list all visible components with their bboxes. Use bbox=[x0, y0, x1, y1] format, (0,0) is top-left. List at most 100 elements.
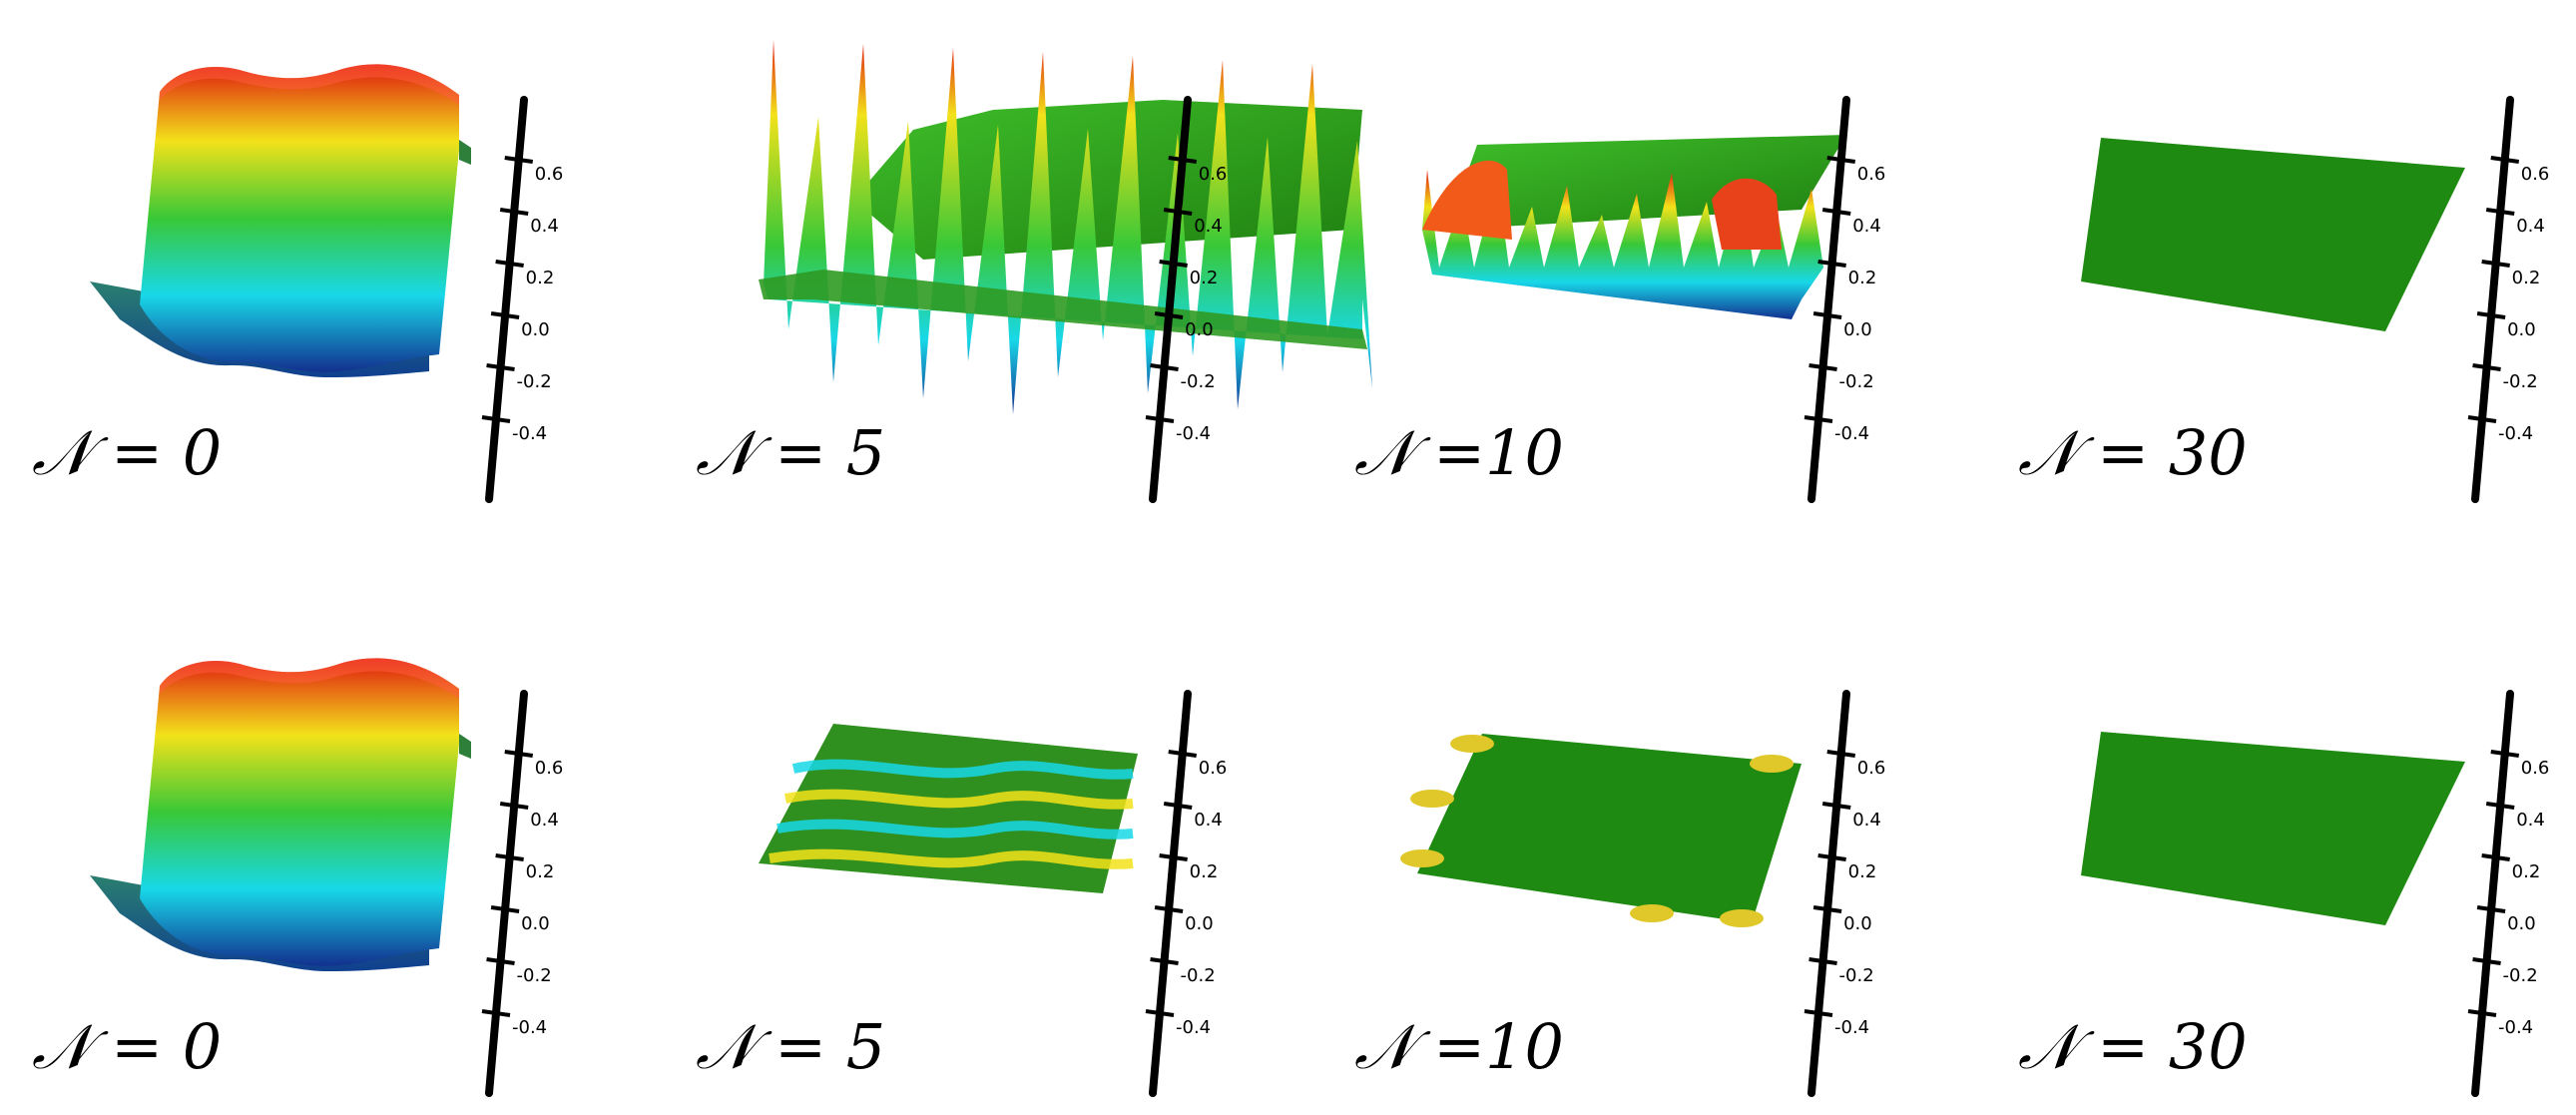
axis-tick bbox=[2472, 957, 2501, 965]
flat-plane bbox=[2081, 732, 2465, 925]
axis-tick bbox=[490, 311, 520, 319]
axis-tick-label: 0.6 bbox=[535, 164, 564, 185]
surface-plot bbox=[90, 64, 471, 377]
axis-tick-label: 0.2 bbox=[2512, 861, 2541, 882]
axis-tick bbox=[1812, 311, 1842, 319]
axis-tick-label: 0.4 bbox=[2516, 216, 2545, 237]
axis-tick-label: 0.6 bbox=[1199, 758, 1228, 779]
panel-r2-c2: 0.6 0.4 0.2 0.0 -0.2 -0.4 𝒩 = 5 bbox=[696, 690, 1228, 1097]
axis-tick-label: 0.0 bbox=[1843, 319, 1872, 340]
iteration-label: 𝒩 = 0 bbox=[32, 416, 222, 489]
axis-tick bbox=[495, 853, 524, 861]
edge-bump bbox=[1750, 755, 1794, 773]
back-wall bbox=[853, 100, 1362, 260]
axis-tick-label: -0.2 bbox=[2503, 371, 2538, 392]
axis-tick bbox=[1826, 750, 1856, 758]
panel-r2-c3: 0.6 0.4 0.2 0.0 -0.2 -0.4 𝒩 =10 bbox=[1354, 690, 1886, 1097]
axis-tick-label: -0.2 bbox=[517, 965, 552, 986]
axis-tick bbox=[486, 363, 515, 371]
axis-tick bbox=[504, 156, 534, 164]
flat-plane-bumpy bbox=[1417, 734, 1802, 923]
edge-bump bbox=[1720, 909, 1764, 927]
panel-r2-c4: 0.6 0.4 0.2 0.0 -0.2 -0.4 𝒩 = 30 bbox=[2018, 690, 2550, 1097]
colorbar-axis: 0.6 0.4 0.2 0.0 -0.2 -0.4 bbox=[2467, 96, 2550, 503]
axis-tick bbox=[1163, 208, 1193, 216]
axis-tick-label: -0.2 bbox=[2503, 965, 2538, 986]
axis-tick-label: 0.6 bbox=[1857, 758, 1886, 779]
axis-tick bbox=[481, 1009, 511, 1017]
axis-tick-label: -0.2 bbox=[1181, 965, 1216, 986]
axis-tick bbox=[2490, 750, 2520, 758]
axis-tick-label: 0.4 bbox=[530, 810, 559, 831]
axis-tick bbox=[1817, 853, 1846, 861]
axis-tick bbox=[504, 750, 534, 758]
axis-tick-label: 0.0 bbox=[2507, 913, 2536, 934]
axis-tick bbox=[1159, 853, 1188, 861]
axis-tick bbox=[2476, 905, 2506, 913]
axis-tick bbox=[1168, 750, 1198, 758]
axis-tick-label: -0.4 bbox=[512, 423, 547, 444]
axis-tick-label: 0.4 bbox=[2516, 810, 2545, 831]
wave-stripe bbox=[791, 759, 1134, 780]
axis-tick bbox=[1168, 156, 1198, 164]
axis-tick-label: 0.2 bbox=[2512, 268, 2541, 288]
wavy-sheet bbox=[759, 724, 1138, 893]
axis-tick-label: 0.6 bbox=[2521, 758, 2550, 779]
slab-top-highlight bbox=[160, 658, 459, 699]
surface-plot bbox=[1400, 734, 1802, 927]
axis-tick bbox=[2472, 363, 2501, 371]
axis-tick-label: 0.6 bbox=[1857, 164, 1886, 185]
surface-plot bbox=[2081, 138, 2465, 331]
ridge-peak-right bbox=[1712, 178, 1782, 250]
flat-plane bbox=[2081, 138, 2465, 331]
iteration-label: 𝒩 = 30 bbox=[2018, 1010, 2248, 1083]
axis-tick-label: -0.4 bbox=[1834, 423, 1869, 444]
axis-tick-label: 0.0 bbox=[1185, 913, 1214, 934]
axis-tick bbox=[2481, 853, 2510, 861]
axis-tick-label: 0.2 bbox=[526, 861, 555, 882]
surface-plot bbox=[2081, 732, 2465, 925]
axis-tick bbox=[490, 905, 520, 913]
axis-tick bbox=[1817, 260, 1846, 268]
colorbar-axis: 0.6 0.4 0.2 0.0 -0.2 -0.4 bbox=[2467, 690, 2550, 1097]
iteration-label: 𝒩 =10 bbox=[1354, 416, 1564, 489]
axis-tick bbox=[1821, 208, 1851, 216]
ridged-surface bbox=[1422, 170, 1823, 319]
axis-tick bbox=[1150, 363, 1179, 371]
axis-tick bbox=[2481, 260, 2510, 268]
colorbar-axis: 0.6 0.4 0.2 0.0 -0.2 -0.4 bbox=[1145, 96, 1228, 503]
axis-tick-label: 0.6 bbox=[535, 758, 564, 779]
panel-r1-c2: 0.6 0.4 0.2 0.0 -0.2 -0.4 𝒩 = 5 bbox=[696, 40, 1372, 503]
axis-tick-label: 0.6 bbox=[1199, 164, 1228, 185]
front-band bbox=[759, 270, 1367, 349]
edge-bump bbox=[1400, 849, 1444, 867]
surface-plot bbox=[90, 658, 471, 971]
axis-tick bbox=[1826, 156, 1856, 164]
axis-tick bbox=[2467, 415, 2497, 423]
slab-side-face bbox=[140, 658, 459, 966]
iteration-label: 𝒩 = 0 bbox=[32, 1010, 222, 1083]
axis-tick-label: 0.6 bbox=[2521, 164, 2550, 185]
panel-r2-c1: 0.6 0.4 0.2 0.0 -0.2 -0.4 𝒩 = 0 bbox=[32, 658, 564, 1097]
axis-tick bbox=[2476, 311, 2506, 319]
wave-stripe bbox=[776, 819, 1134, 839]
axis-tick bbox=[1803, 415, 1833, 423]
axis-tick bbox=[1808, 957, 1837, 965]
edge-bump bbox=[1410, 790, 1454, 808]
ridge-peak-left bbox=[1422, 160, 1512, 240]
axis-tick-label: 0.4 bbox=[1852, 810, 1881, 831]
axis-tick-label: 0.2 bbox=[1190, 268, 1219, 288]
colorbar-axis: 0.6 0.4 0.2 0.0 -0.2 -0.4 bbox=[481, 96, 564, 503]
iteration-label: 𝒩 =10 bbox=[1354, 1010, 1564, 1083]
slab-back-edge bbox=[459, 140, 471, 165]
axis-tick-label: -0.4 bbox=[1834, 1017, 1869, 1038]
iteration-label: 𝒩 = 30 bbox=[2018, 416, 2248, 489]
axis-tick bbox=[2467, 1009, 2497, 1017]
surface-plot bbox=[1422, 135, 1846, 319]
wave-stripe bbox=[784, 789, 1134, 810]
axis-tick bbox=[499, 802, 529, 810]
axis-tick bbox=[1154, 905, 1184, 913]
axis-tick-label: 0.0 bbox=[521, 319, 550, 340]
iteration-label: 𝒩 = 5 bbox=[696, 416, 885, 489]
